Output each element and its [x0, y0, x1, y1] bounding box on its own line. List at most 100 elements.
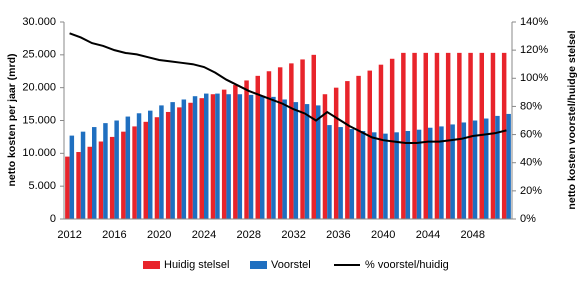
- bar: [210, 94, 216, 219]
- bar: [372, 132, 377, 219]
- bar: [327, 125, 332, 219]
- bar: [457, 52, 462, 219]
- bar: [389, 58, 395, 220]
- bar: [181, 99, 187, 219]
- y2-axis-title: netto kosten voorstel/huidge stelsel: [566, 30, 578, 209]
- bar: [434, 52, 440, 219]
- y-tick-label: 15.000: [22, 114, 56, 126]
- bar: [277, 67, 283, 219]
- bar: [461, 122, 467, 219]
- y-tick-label: 25.000: [22, 49, 56, 61]
- bar: [154, 117, 160, 219]
- legend-swatch: [143, 261, 160, 269]
- bar: [237, 94, 243, 219]
- y2-tick-label: 140%: [520, 16, 548, 28]
- bar: [412, 52, 417, 219]
- bar: [192, 96, 198, 219]
- bar: [311, 54, 316, 220]
- bar: [490, 52, 496, 219]
- y-tick-label: 20.000: [22, 82, 56, 94]
- bar: [159, 105, 164, 219]
- bar: [405, 131, 411, 219]
- bar: [92, 127, 97, 219]
- y-tick-label: 10.000: [22, 147, 56, 159]
- bar: [188, 102, 193, 219]
- bar: [378, 64, 384, 219]
- bar: [416, 129, 422, 219]
- bar: [98, 141, 104, 219]
- legend-label: Huidig stelsel: [164, 259, 229, 271]
- y2-tick-label: 0%: [520, 213, 536, 225]
- bar: [103, 123, 108, 219]
- bar: [136, 113, 142, 219]
- bar: [76, 152, 81, 219]
- y2-tick-label: 80%: [520, 100, 542, 112]
- bar: [125, 116, 131, 219]
- bar: [244, 80, 249, 220]
- bar: [282, 99, 287, 219]
- bar: [333, 87, 339, 220]
- bar: [479, 52, 484, 219]
- bar: [394, 132, 399, 219]
- bar: [293, 102, 299, 219]
- x-tick-label: 2020: [147, 229, 171, 241]
- bar: [121, 131, 126, 219]
- y2-tick-label: 120%: [520, 44, 548, 56]
- bar: [316, 105, 321, 219]
- bar: [495, 115, 500, 219]
- y2-tick-label: 60%: [520, 128, 542, 140]
- x-tick-label: 2044: [416, 229, 440, 241]
- x-tick-label: 2040: [371, 229, 395, 241]
- bar: [345, 81, 350, 219]
- bar: [356, 75, 361, 219]
- bar: [360, 131, 366, 219]
- bar: [80, 131, 86, 219]
- bar: [69, 135, 75, 219]
- bar: [248, 94, 254, 219]
- x-tick-label: 2024: [192, 229, 216, 241]
- bar: [289, 63, 294, 220]
- bar: [177, 107, 182, 219]
- bar: [132, 126, 137, 219]
- bar: [221, 89, 227, 220]
- bar: [501, 52, 507, 219]
- bar: [143, 121, 148, 219]
- bar: [233, 85, 238, 219]
- bar: [304, 104, 310, 219]
- y2-tick-label: 100%: [520, 72, 548, 84]
- bar: [226, 94, 231, 219]
- bar: [170, 102, 175, 219]
- bar: [423, 52, 428, 219]
- bar: [506, 113, 511, 219]
- x-tick-label: 2028: [237, 229, 261, 241]
- bar: [255, 75, 260, 219]
- bar: [87, 146, 92, 219]
- bar: [271, 96, 276, 219]
- bar: [322, 94, 328, 219]
- legend-label: % voorstel/huidig: [365, 259, 449, 271]
- y-tick-label: 5.000: [28, 180, 56, 192]
- bar: [439, 126, 444, 219]
- x-tick-label: 2032: [281, 229, 305, 241]
- legend-swatch: [250, 261, 267, 269]
- y-axis-title: netto kosten per jaar (mrd): [6, 53, 18, 186]
- bar: [445, 52, 451, 219]
- x-tick-label: 2016: [102, 229, 126, 241]
- bar: [109, 136, 115, 219]
- bar: [114, 120, 119, 219]
- y2-tick-label: 20%: [520, 185, 542, 197]
- bar: [401, 52, 406, 219]
- bar: [450, 124, 455, 219]
- bar: [300, 59, 305, 220]
- x-tick-label: 2012: [57, 229, 81, 241]
- bar: [215, 93, 220, 219]
- bar: [266, 71, 272, 219]
- x-tick-label: 2036: [326, 229, 350, 241]
- bar: [428, 127, 433, 219]
- y-tick-label: 30.000: [22, 16, 56, 28]
- bar: [484, 118, 489, 219]
- line: [69, 32, 507, 145]
- bar: [65, 156, 70, 219]
